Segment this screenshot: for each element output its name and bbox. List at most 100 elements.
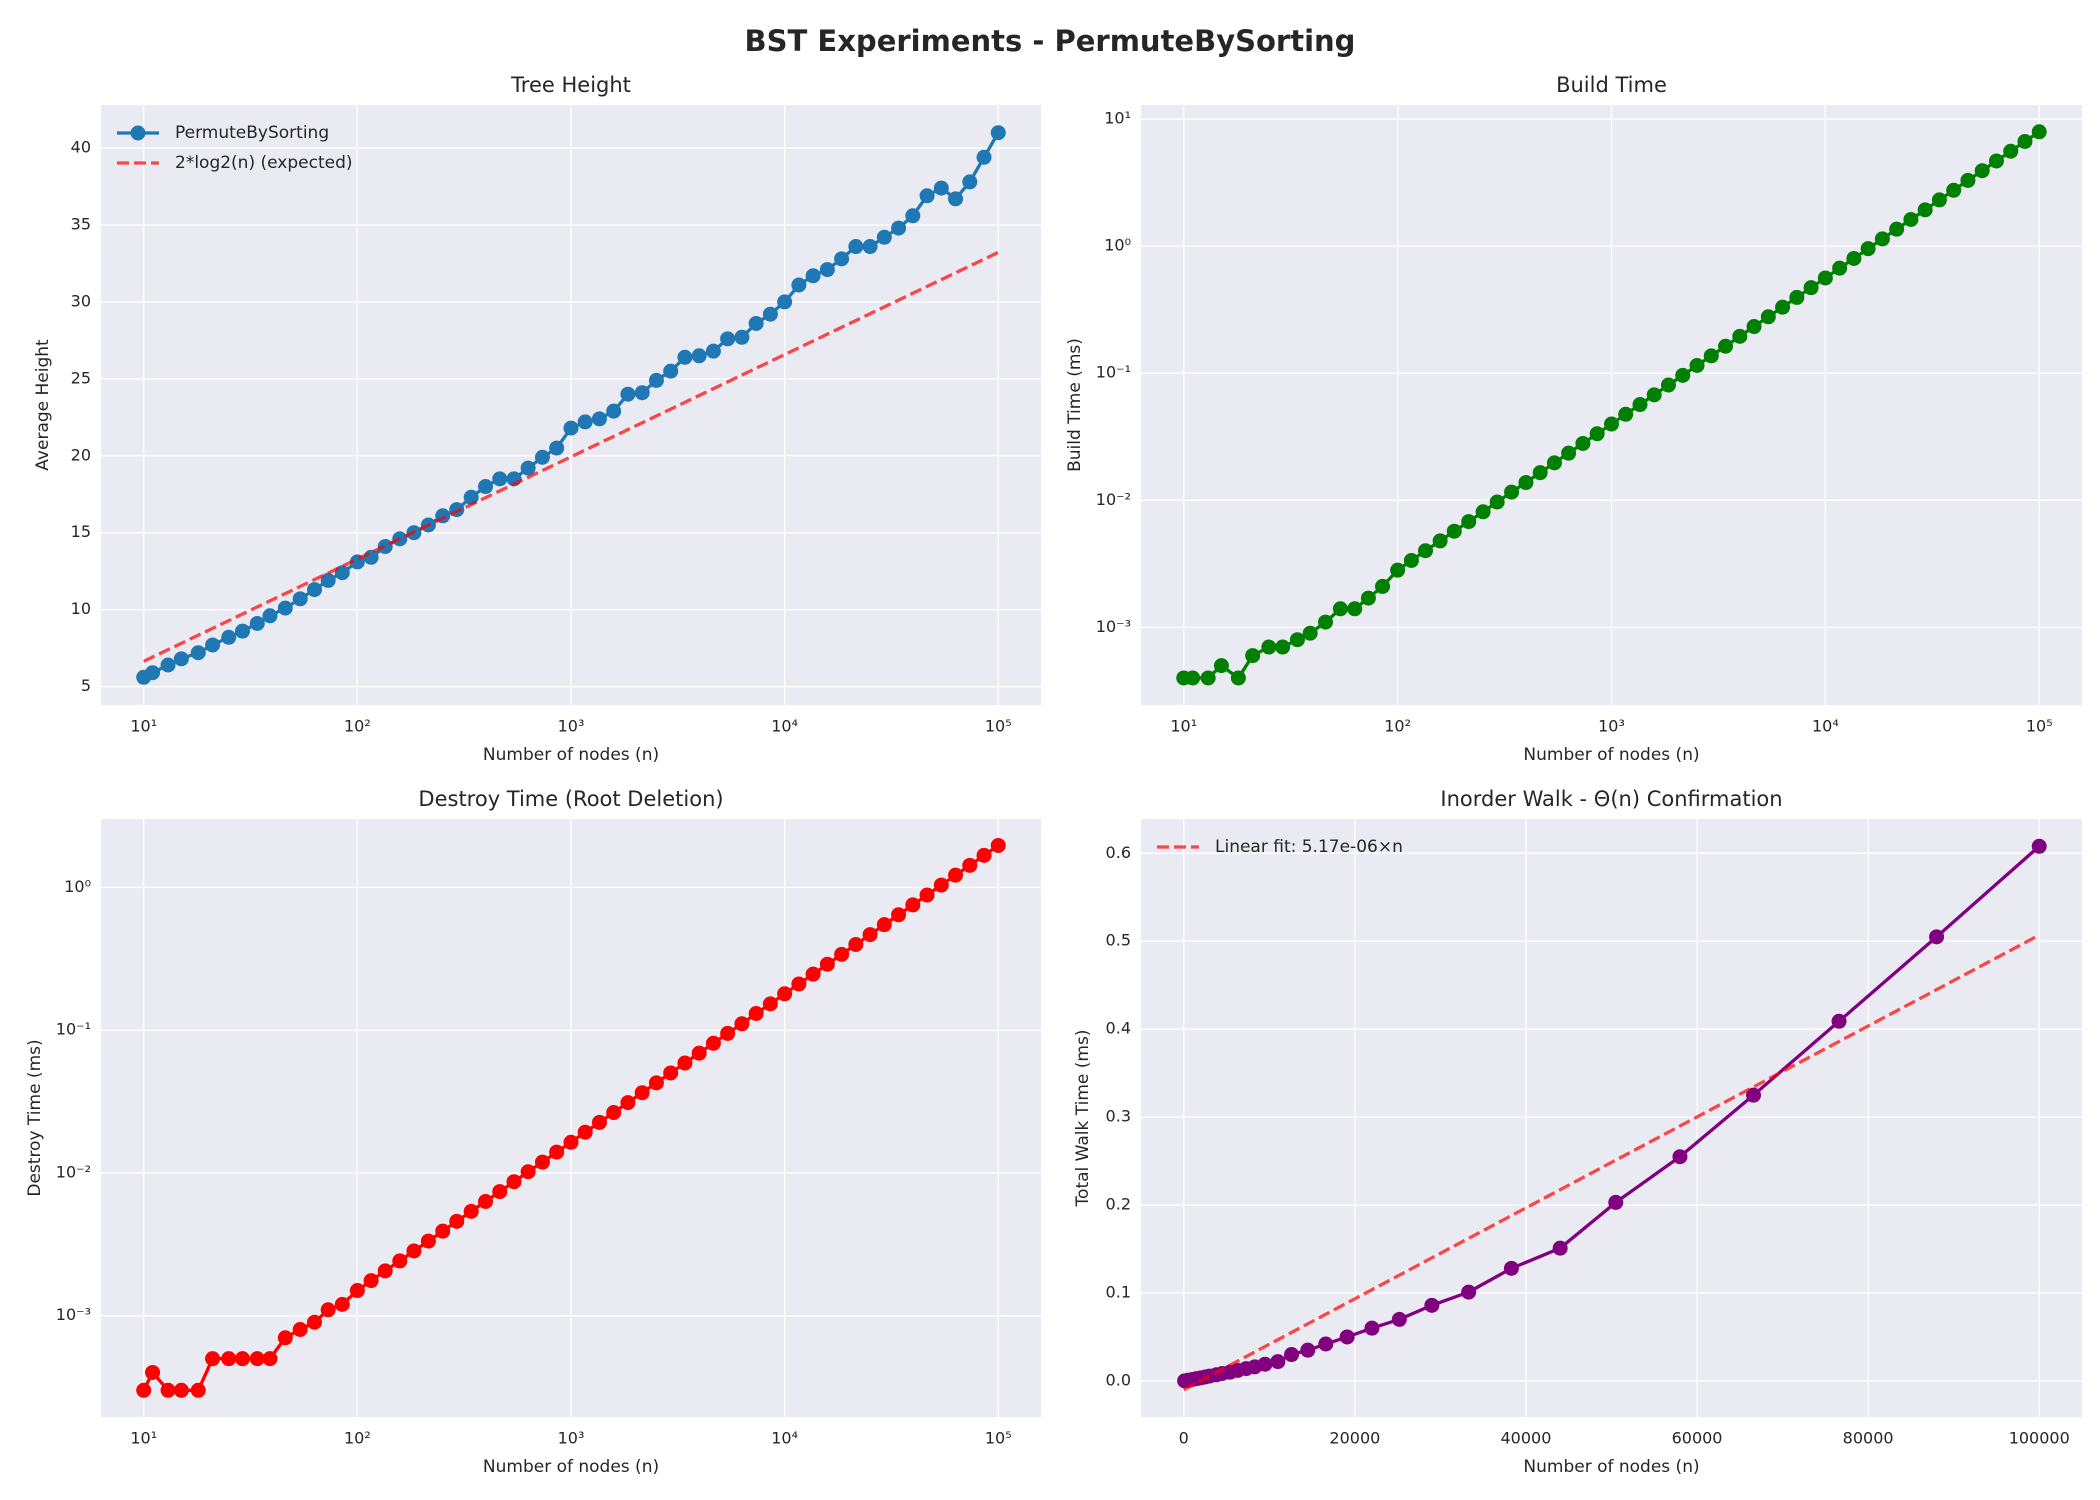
data-point: [1803, 280, 1819, 296]
data-point: [862, 239, 878, 255]
data-point: [905, 897, 921, 913]
data-point: [1988, 153, 2004, 169]
y-axis-label: Destroy Time (ms): [25, 1039, 45, 1196]
figure-title: BST Experiments - PermuteBySorting: [745, 24, 1356, 58]
y-axis-label: Total Walk Time (ms): [1073, 1030, 1093, 1208]
data-point: [848, 239, 864, 255]
x-tick-label: 40000: [1501, 1429, 1552, 1448]
y-tick-label: 30: [71, 291, 91, 310]
data-point: [919, 188, 935, 204]
data-point: [577, 414, 593, 430]
data-point: [549, 1144, 565, 1160]
data-point: [478, 479, 494, 495]
data-point: [791, 277, 807, 293]
data-point: [1946, 182, 1962, 198]
y-tick-label: 0.0: [1106, 1370, 1131, 1389]
y-tick-label: 0.4: [1106, 1019, 1131, 1038]
y-tick-label: 10⁰: [64, 877, 91, 896]
data-point: [463, 1203, 479, 1219]
data-point: [691, 1045, 707, 1061]
y-tick-label: 10⁻¹: [56, 1020, 91, 1039]
data-point: [1646, 387, 1662, 403]
data-point: [563, 420, 579, 436]
data-point: [634, 385, 650, 401]
data-point: [349, 1283, 365, 1299]
data-point: [534, 1154, 550, 1170]
data-point: [173, 651, 189, 667]
data-point: [420, 1233, 436, 1249]
data-point: [520, 1164, 536, 1180]
data-point: [406, 1243, 422, 1259]
y-tick-label: 0.2: [1106, 1195, 1131, 1214]
data-point: [777, 294, 793, 310]
x-tick-label: 10²: [344, 1429, 371, 1448]
x-tick-label: 10⁴: [771, 1429, 798, 1448]
legend-label: PermuteBySorting: [175, 123, 329, 143]
x-tick-label: 10⁴: [771, 717, 798, 736]
x-axis-label: Number of nodes (n): [483, 1457, 659, 1477]
subplot: 10¹ 10² 10³ 10⁴ 10⁵ 10⁻³ 10⁻² 10⁻¹ 10⁰ Destroy Ti…: [25, 787, 1041, 1477]
subplot-title: Destroy Time (Root Deletion): [418, 787, 723, 811]
data-point: [1846, 250, 1862, 266]
data-point: [862, 927, 878, 943]
x-tick-label: 20000: [1329, 1429, 1380, 1448]
legend-label: 2*log2(n) (expected): [175, 153, 353, 173]
data-point: [1391, 1311, 1407, 1327]
data-point: [663, 363, 679, 379]
data-point: [306, 582, 322, 598]
data-point: [691, 348, 707, 364]
plot-area: [1141, 819, 2082, 1417]
data-point: [534, 449, 550, 465]
x-axis-label: Number of nodes (n): [483, 745, 659, 765]
data-point: [1603, 416, 1619, 432]
data-point: [1672, 1149, 1688, 1165]
data-point: [1608, 1194, 1624, 1210]
y-tick-label: 40: [71, 138, 91, 157]
data-point: [363, 1273, 379, 1289]
data-point: [834, 251, 850, 267]
data-point: [805, 966, 821, 982]
data-point: [1917, 202, 1933, 218]
data-point: [762, 306, 778, 322]
data-point: [160, 657, 176, 673]
data-point: [834, 946, 850, 962]
data-point: [720, 331, 736, 347]
data-point: [1446, 523, 1462, 539]
y-tick-label: 0.6: [1106, 843, 1131, 862]
data-point: [620, 386, 636, 402]
data-point: [748, 1005, 764, 1021]
subplot: 0 20000 40000 60000 80000 100000 0.0 0.1 0.2 0.3 0…: [1073, 787, 2082, 1477]
x-tick-label: 100000: [2009, 1429, 2070, 1448]
y-tick-label: 25: [71, 368, 91, 387]
data-point: [677, 1055, 693, 1071]
data-point: [1284, 1347, 1300, 1363]
y-tick-label: 10¹: [1104, 109, 1131, 128]
data-point: [1589, 426, 1605, 442]
x-tick-label: 10⁵: [2026, 717, 2053, 736]
data-point: [1746, 1087, 1762, 1103]
data-point: [221, 1351, 237, 1367]
data-point: [962, 174, 978, 190]
y-tick-label: 10⁻²: [56, 1162, 91, 1181]
series-line: [1182, 933, 2041, 1392]
data-point: [976, 847, 992, 863]
data-point: [1257, 1356, 1273, 1372]
data-point: [549, 440, 565, 456]
data-point: [492, 1184, 508, 1200]
subplot: 10¹ 10² 10³ 10⁴ 10⁵ 10⁻³ 10⁻² 10⁻¹ 10⁰ 10¹ Build T…: [1065, 73, 2082, 765]
data-point: [1931, 192, 1947, 208]
data-point: [620, 1095, 636, 1111]
x-tick-label: 10⁴: [1812, 717, 1839, 736]
legend-marker: [130, 125, 146, 141]
y-tick-label: 10⁻³: [56, 1305, 91, 1324]
x-tick-label: 0: [1179, 1429, 1189, 1448]
data-point: [1318, 1336, 1334, 1352]
data-point: [1503, 1260, 1519, 1276]
data-point: [1960, 172, 1976, 188]
data-point: [1390, 562, 1406, 578]
x-tick-label: 10¹: [1170, 717, 1197, 736]
y-tick-label: 20: [71, 445, 91, 464]
x-tick-label: 10³: [1598, 717, 1625, 736]
data-point: [1230, 670, 1246, 686]
